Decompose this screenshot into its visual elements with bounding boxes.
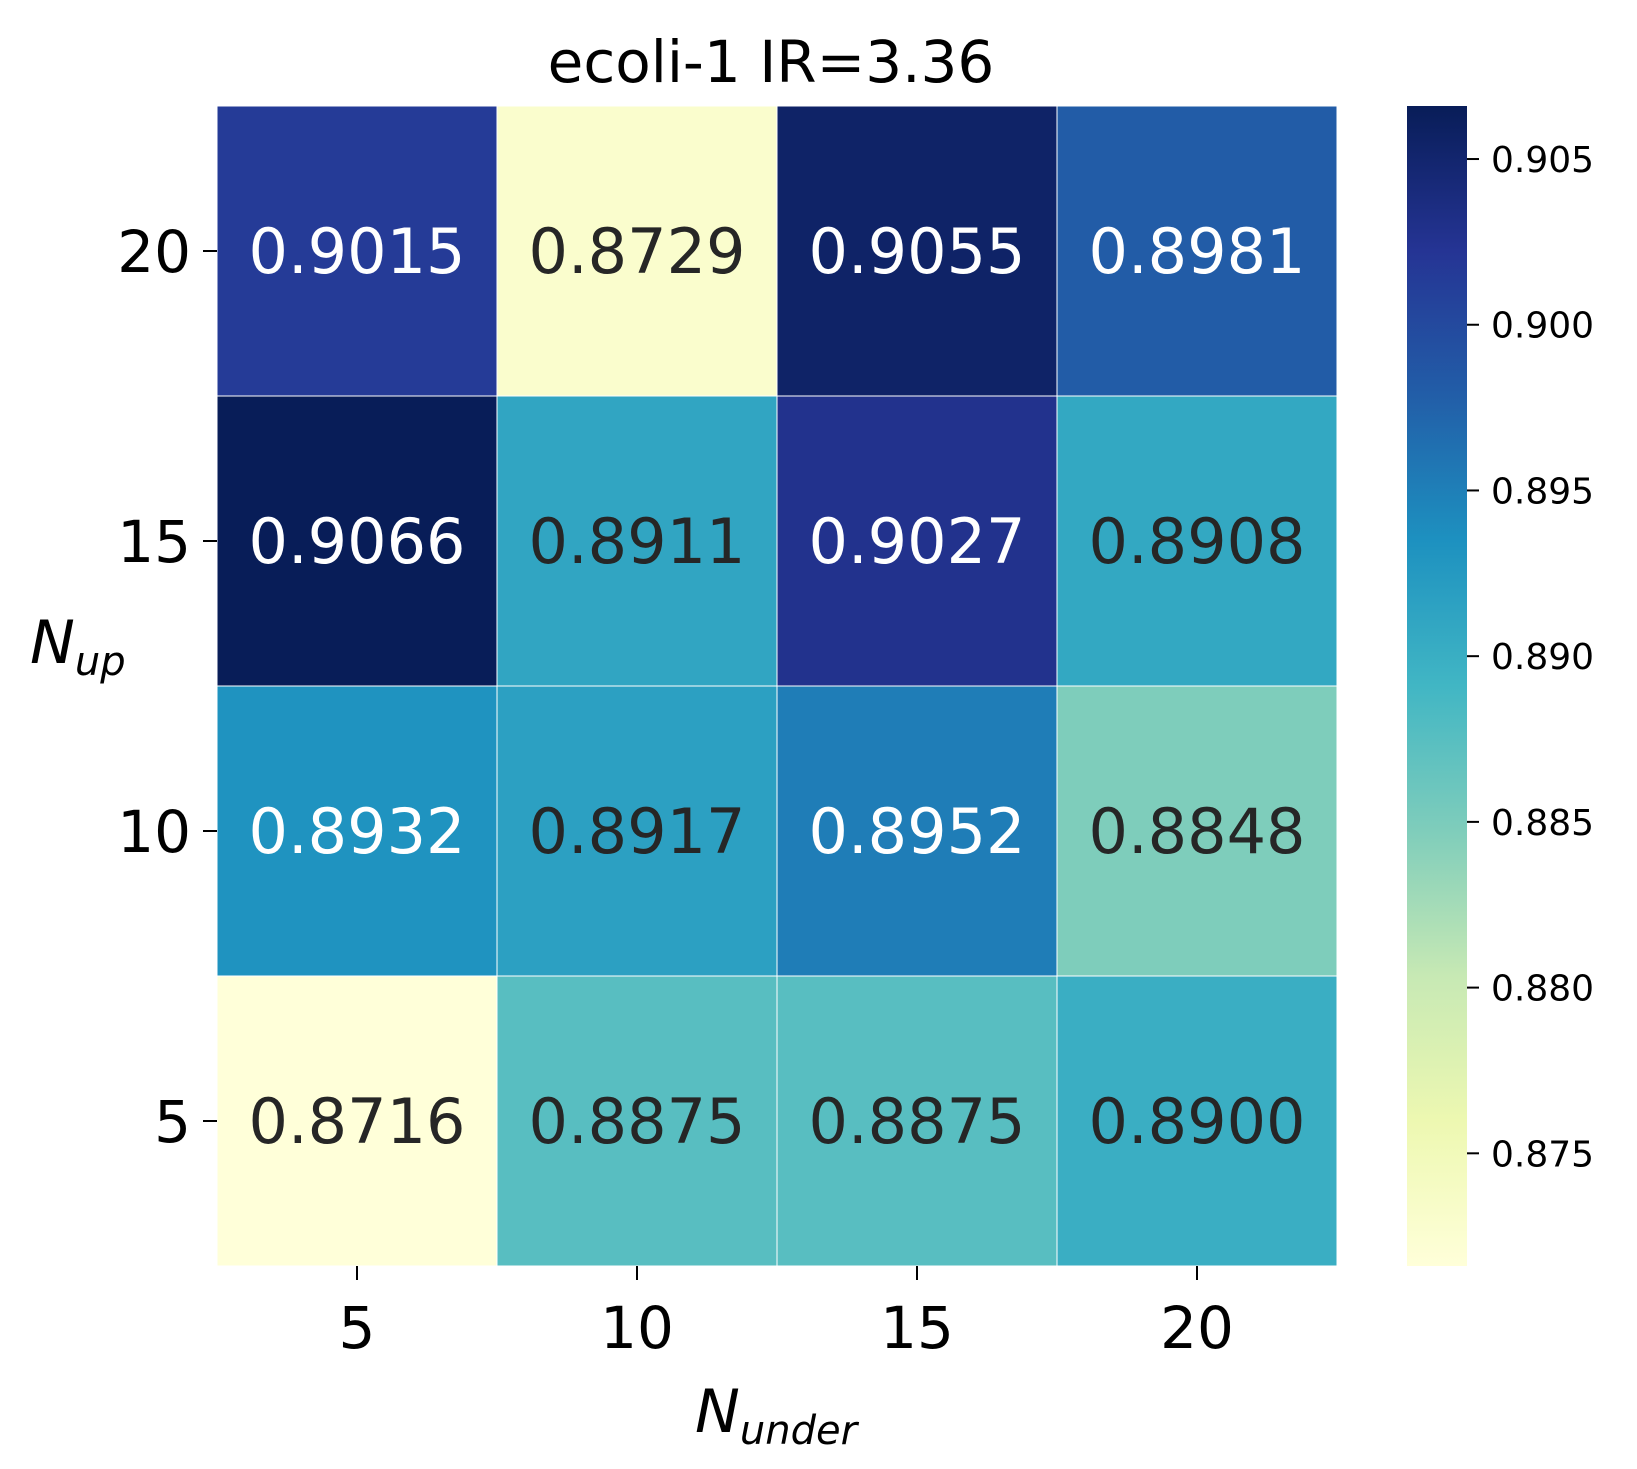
cell-value-label: 0.8917 [529,795,746,868]
cell-value-label: 0.8716 [249,1085,466,1158]
x-tick-label: 15 [880,1294,954,1362]
heatmap-cell [1056,975,1338,1267]
cell-value-label: 0.8932 [249,795,466,868]
x-tick-label: 5 [339,1294,376,1362]
heatmap-cell [216,395,498,687]
heatmap-cell [496,105,778,397]
heatmap-cell [496,395,778,687]
chart-title: ecoli-1 IR=3.36 [548,28,995,96]
heatmap-cells [216,105,1338,1267]
colorbar-tick-label: 0.905 [1491,140,1594,181]
heatmap-cell [1056,685,1338,977]
cell-value-label: 0.8875 [529,1085,746,1158]
x-tick-label: 10 [600,1294,674,1362]
y-tick-label: 5 [154,1088,191,1156]
x-tick-label: 20 [1160,1294,1234,1362]
y-axis-label-sub: up [75,639,126,685]
cell-value-label: 0.8729 [529,215,746,288]
colorbar [1407,106,1467,1266]
colorbar-tick-label: 0.875 [1491,1134,1594,1175]
y-axis-ticks: 20 15 10 5 [117,218,217,1156]
x-axis-label: Nunder [695,1377,860,1454]
heatmap-cell [1056,395,1338,687]
heatmap-cell [1056,105,1338,397]
heatmap-cell [496,975,778,1267]
colorbar-tick-label: 0.880 [1491,969,1594,1010]
colorbar-ticks: 0.875 0.880 0.885 0.890 0.895 0.900 0.905 [1467,140,1594,1175]
cell-value-label: 0.8848 [1089,795,1306,868]
colorbar-tick-label: 0.890 [1491,637,1594,678]
cell-value-label: 0.9066 [249,505,466,578]
heatmap-cell [776,105,1058,397]
heatmap-cell-labels: 0.9015 0.8729 0.9055 0.8981 0.9066 0.8911 0.90… [249,215,1306,1158]
cell-value-label: 0.9055 [809,215,1026,288]
cell-value-label: 0.8908 [1089,505,1306,578]
heatmap-cell [776,975,1058,1267]
heatmap-cell [216,975,498,1267]
y-axis-label: Nup [30,608,126,685]
cell-value-label: 0.8911 [529,505,746,578]
heatmap-cell [216,105,498,397]
y-tick-label: 10 [117,798,191,866]
colorbar-tick-label: 0.895 [1491,471,1594,512]
y-tick-label: 15 [117,508,191,576]
x-axis-label-sub: under [740,1408,860,1454]
cell-value-label: 0.8900 [1089,1085,1306,1158]
y-axis-label-base: N [30,608,75,678]
heatmap-cell [496,685,778,977]
cell-value-label: 0.8875 [809,1085,1026,1158]
cell-value-label: 0.8952 [809,795,1026,868]
x-axis-ticks: 5 10 15 20 [339,1266,1234,1362]
y-tick-label: 20 [117,218,191,286]
cell-value-label: 0.9027 [809,505,1026,578]
x-axis-label-base: N [695,1377,740,1447]
colorbar-tick-label: 0.885 [1491,803,1594,844]
cell-value-label: 0.8981 [1089,215,1306,288]
colorbar-tick-label: 0.900 [1491,306,1594,347]
heatmap-cell [776,395,1058,687]
cell-value-label: 0.9015 [249,215,466,288]
